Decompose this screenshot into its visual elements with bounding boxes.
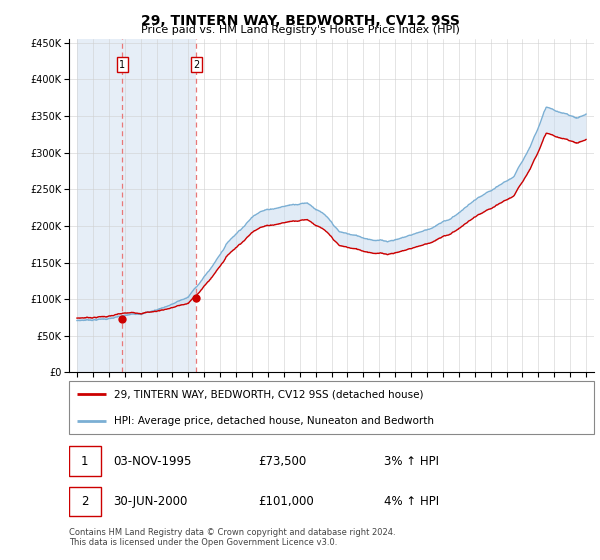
Text: 29, TINTERN WAY, BEDWORTH, CV12 9SS: 29, TINTERN WAY, BEDWORTH, CV12 9SS: [140, 14, 460, 28]
Text: 4% ↑ HPI: 4% ↑ HPI: [384, 495, 439, 508]
Text: 03-NOV-1995: 03-NOV-1995: [113, 455, 192, 468]
FancyBboxPatch shape: [69, 446, 101, 475]
FancyBboxPatch shape: [69, 487, 101, 516]
FancyBboxPatch shape: [69, 381, 594, 434]
Text: £73,500: £73,500: [258, 455, 306, 468]
Text: 3% ↑ HPI: 3% ↑ HPI: [384, 455, 439, 468]
Text: HPI: Average price, detached house, Nuneaton and Bedworth: HPI: Average price, detached house, Nune…: [113, 416, 434, 426]
Text: 2: 2: [193, 60, 199, 70]
Text: 1: 1: [81, 455, 89, 468]
Text: 29, TINTERN WAY, BEDWORTH, CV12 9SS (detached house): 29, TINTERN WAY, BEDWORTH, CV12 9SS (det…: [113, 389, 423, 399]
Bar: [77, 39, 122, 372]
Text: Contains HM Land Registry data © Crown copyright and database right 2024.
This d: Contains HM Land Registry data © Crown c…: [69, 528, 395, 547]
Text: 30-JUN-2000: 30-JUN-2000: [113, 495, 188, 508]
Text: Price paid vs. HM Land Registry's House Price Index (HPI): Price paid vs. HM Land Registry's House …: [140, 25, 460, 35]
Text: 2: 2: [81, 495, 89, 508]
Bar: [122, 39, 196, 372]
Text: £101,000: £101,000: [258, 495, 314, 508]
Text: 1: 1: [119, 60, 125, 70]
